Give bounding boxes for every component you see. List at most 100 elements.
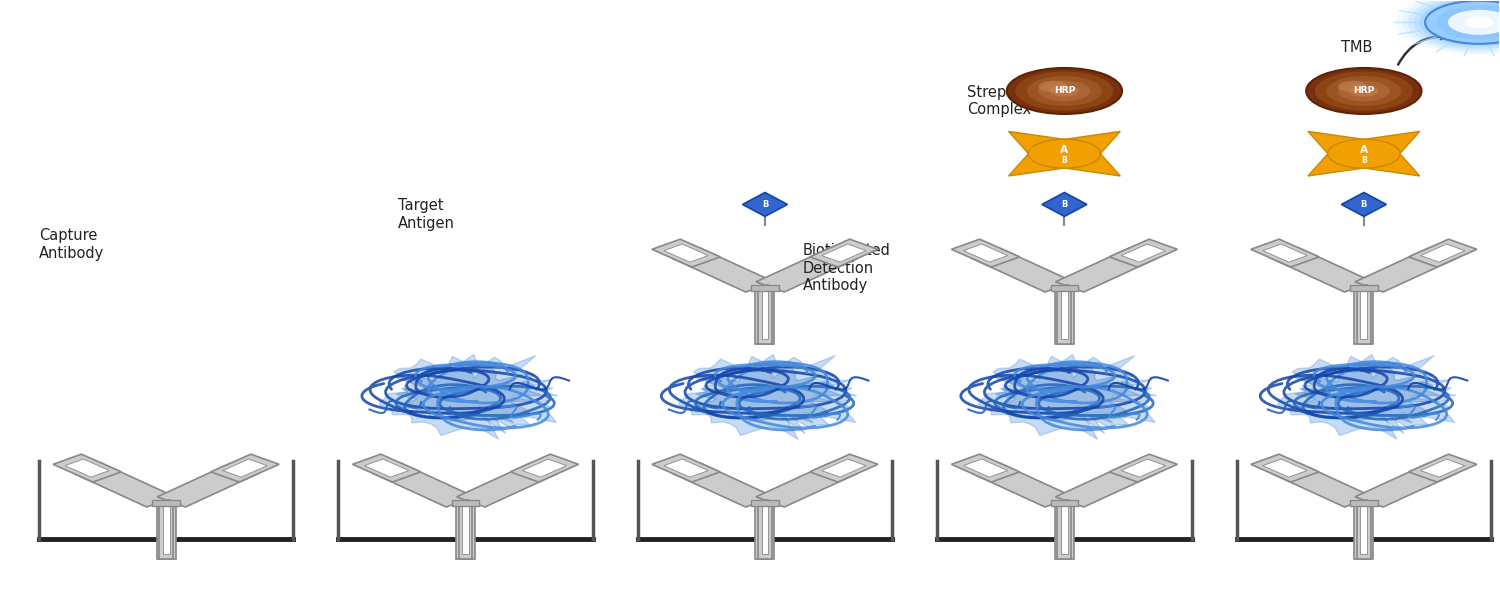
Polygon shape	[1270, 248, 1372, 292]
Circle shape	[1028, 76, 1102, 106]
Circle shape	[1338, 80, 1366, 92]
Polygon shape	[510, 454, 579, 482]
Polygon shape	[752, 284, 778, 292]
Polygon shape	[364, 459, 410, 477]
Polygon shape	[393, 361, 542, 433]
Polygon shape	[692, 361, 842, 433]
Polygon shape	[1050, 131, 1120, 160]
Polygon shape	[1308, 148, 1378, 176]
Circle shape	[1425, 1, 1500, 44]
Polygon shape	[452, 500, 480, 506]
Polygon shape	[1060, 499, 1068, 554]
Polygon shape	[652, 454, 720, 482]
Polygon shape	[972, 463, 1074, 507]
Polygon shape	[1408, 239, 1478, 267]
Polygon shape	[1008, 131, 1078, 160]
Polygon shape	[672, 248, 774, 292]
Polygon shape	[810, 454, 877, 482]
Polygon shape	[1054, 499, 1074, 559]
Polygon shape	[756, 499, 774, 559]
Polygon shape	[1341, 193, 1386, 217]
Polygon shape	[951, 239, 1020, 267]
Polygon shape	[978, 355, 1156, 439]
Polygon shape	[1108, 454, 1178, 482]
Polygon shape	[1042, 193, 1088, 217]
Polygon shape	[1058, 285, 1071, 344]
Polygon shape	[1108, 239, 1178, 267]
Polygon shape	[1350, 131, 1420, 160]
Circle shape	[1326, 76, 1401, 106]
Polygon shape	[1420, 244, 1466, 262]
Polygon shape	[1056, 248, 1158, 292]
Polygon shape	[459, 500, 472, 559]
Polygon shape	[758, 500, 772, 559]
Polygon shape	[1278, 355, 1456, 439]
Polygon shape	[1008, 148, 1078, 176]
Text: TMB: TMB	[1341, 40, 1372, 55]
Circle shape	[1038, 80, 1068, 92]
Polygon shape	[1056, 463, 1158, 507]
Polygon shape	[352, 454, 422, 482]
Polygon shape	[1050, 500, 1078, 506]
Polygon shape	[1251, 239, 1318, 267]
Polygon shape	[156, 499, 176, 559]
Polygon shape	[762, 499, 768, 554]
Polygon shape	[53, 454, 122, 482]
Circle shape	[1425, 1, 1500, 44]
Polygon shape	[1350, 500, 1377, 506]
Text: Target
Antigen: Target Antigen	[398, 199, 454, 231]
Polygon shape	[462, 499, 470, 554]
Polygon shape	[152, 500, 180, 506]
Polygon shape	[1360, 284, 1368, 339]
Circle shape	[1413, 0, 1500, 49]
Polygon shape	[1354, 463, 1456, 507]
Polygon shape	[1408, 454, 1478, 482]
Polygon shape	[224, 459, 267, 477]
Circle shape	[1431, 3, 1500, 41]
Polygon shape	[963, 244, 1008, 262]
Circle shape	[1338, 80, 1390, 101]
Polygon shape	[1360, 499, 1368, 554]
Text: B: B	[1360, 156, 1366, 165]
Polygon shape	[992, 361, 1142, 433]
Polygon shape	[1058, 500, 1071, 559]
Circle shape	[1419, 0, 1500, 46]
Polygon shape	[1290, 361, 1440, 433]
Text: A: A	[1060, 145, 1068, 155]
Circle shape	[1402, 0, 1500, 53]
Polygon shape	[456, 499, 476, 559]
Text: Streptavidin-HRP
Complex: Streptavidin-HRP Complex	[968, 85, 1092, 118]
Polygon shape	[1358, 285, 1371, 344]
Polygon shape	[1251, 454, 1318, 482]
Polygon shape	[822, 459, 866, 477]
Polygon shape	[1263, 459, 1306, 477]
Polygon shape	[1050, 284, 1078, 292]
Circle shape	[1448, 10, 1500, 35]
Text: B: B	[762, 200, 768, 209]
Polygon shape	[756, 248, 858, 292]
Polygon shape	[1354, 284, 1374, 344]
Circle shape	[1316, 71, 1413, 110]
Polygon shape	[456, 463, 558, 507]
Polygon shape	[664, 244, 708, 262]
Polygon shape	[380, 355, 558, 439]
Polygon shape	[752, 500, 778, 506]
Polygon shape	[74, 463, 176, 507]
Polygon shape	[963, 459, 1008, 477]
Polygon shape	[1354, 499, 1374, 559]
Polygon shape	[664, 459, 708, 477]
Circle shape	[1408, 0, 1500, 50]
Polygon shape	[1050, 148, 1120, 176]
Polygon shape	[1060, 284, 1068, 339]
Circle shape	[1466, 17, 1494, 28]
Text: Biotinylated
Detection
Antibody: Biotinylated Detection Antibody	[802, 243, 891, 293]
Polygon shape	[372, 463, 474, 507]
Polygon shape	[1263, 244, 1306, 262]
Text: B: B	[1060, 200, 1068, 209]
Polygon shape	[762, 284, 768, 339]
Polygon shape	[652, 239, 720, 267]
Circle shape	[1028, 139, 1101, 168]
Polygon shape	[1054, 284, 1074, 344]
Polygon shape	[211, 454, 279, 482]
Circle shape	[1396, 0, 1500, 55]
